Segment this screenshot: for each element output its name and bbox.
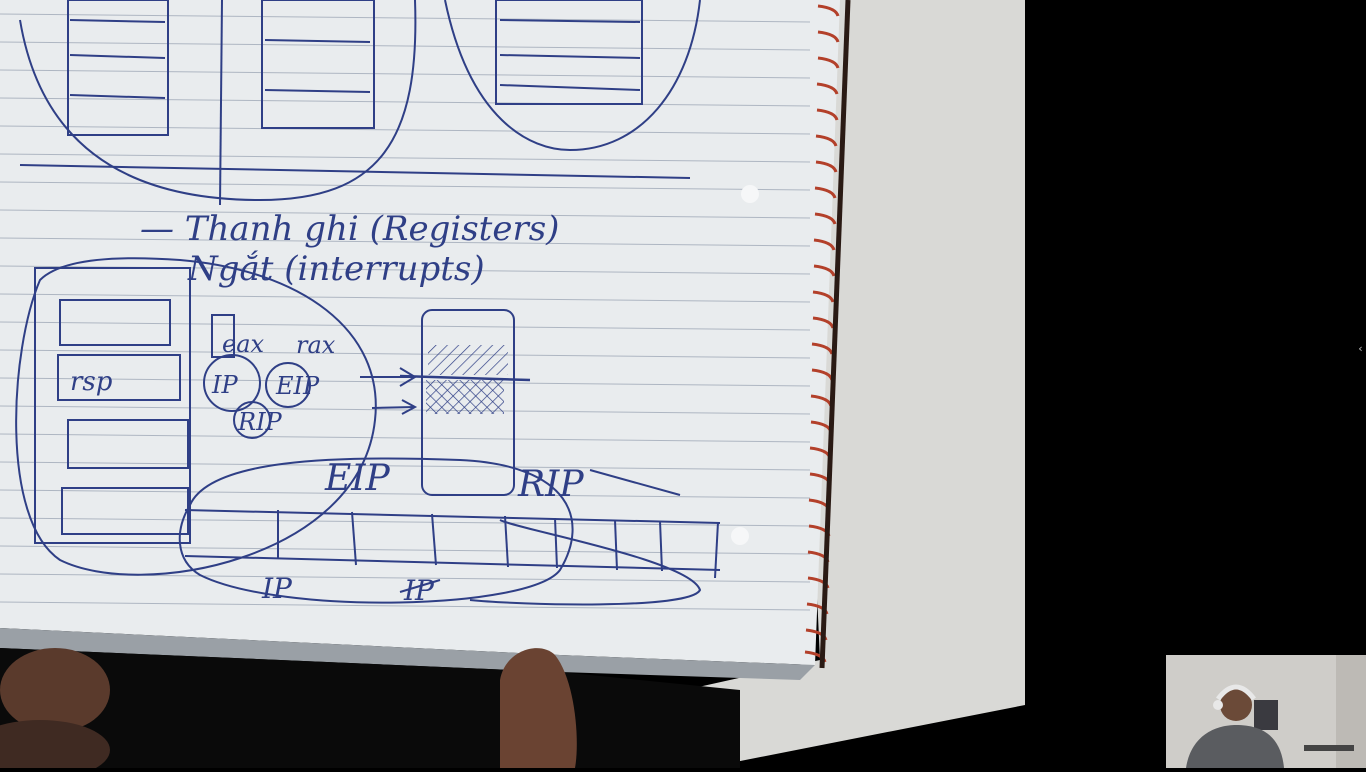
finger <box>0 720 110 772</box>
punch-hole <box>741 185 759 203</box>
memory-strip <box>178 457 721 606</box>
heading-interrupts: Ngắt (interrupts) <box>187 249 485 289</box>
label-rip-big: RIP <box>517 464 584 505</box>
label-eax: eax <box>222 330 265 358</box>
notebook-page <box>0 0 840 665</box>
notebook-edge <box>0 628 815 680</box>
memory-column <box>399 309 531 496</box>
thumb <box>500 648 577 768</box>
strike-mark <box>399 579 441 593</box>
webcam-feed <box>1166 655 1366 768</box>
label-ip: IP <box>211 371 238 399</box>
punch-hole <box>731 527 749 545</box>
label-rip: RIP <box>237 408 283 436</box>
label-eip: EIP <box>275 372 320 400</box>
finger <box>0 648 110 732</box>
top-diagram <box>19 0 701 206</box>
spiral-shadow <box>819 0 851 669</box>
side-panel-toggle-button[interactable]: ‹ <box>1358 342 1363 355</box>
stack-diagram <box>15 257 418 576</box>
webcam-overlay <box>1166 655 1366 768</box>
label-rax: rax <box>296 331 336 359</box>
label-eip-big: EIP <box>324 458 391 499</box>
label-rsp: rsp <box>70 367 113 397</box>
heading-registers: — Thanh ghi (Registers) <box>140 209 559 249</box>
label-ip-bottom: IP <box>261 572 293 605</box>
